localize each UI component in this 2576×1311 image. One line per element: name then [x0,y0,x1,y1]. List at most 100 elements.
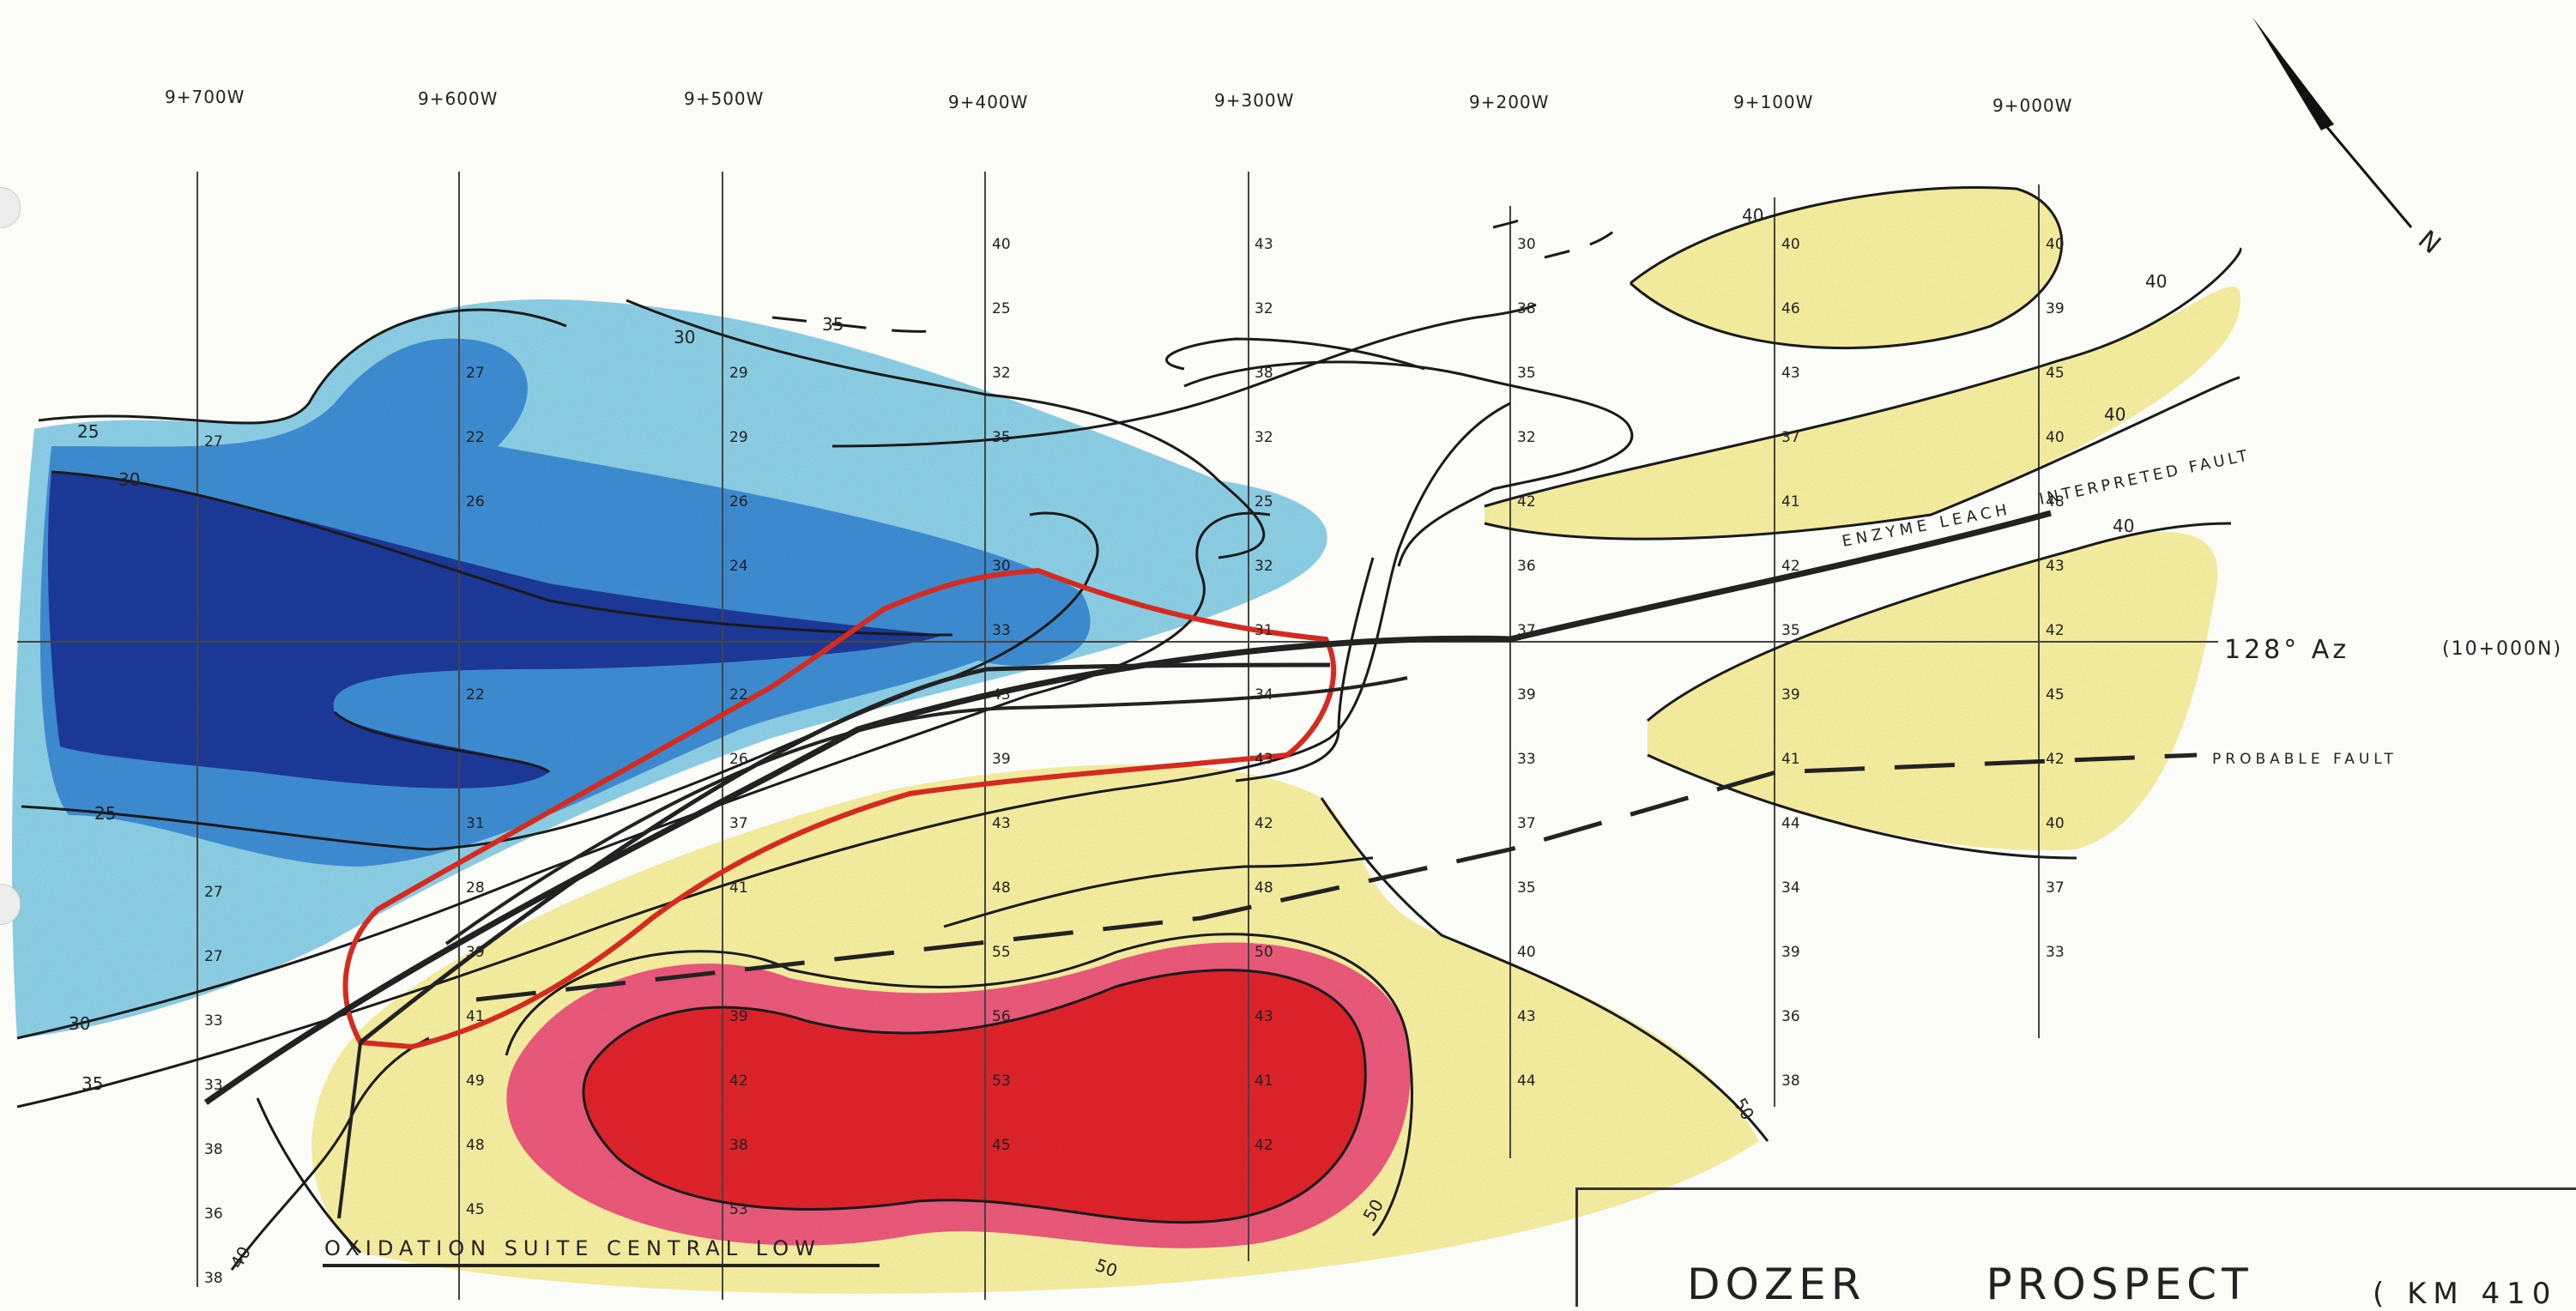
sample-value: 32 [992,365,1011,382]
station-label-9100w: 9+100W [1733,92,1813,112]
map-title: DOZER PROSPECT [1687,1260,2373,1309]
contour-label: 30 [69,1013,90,1034]
sample-value: 43 [1781,365,1800,382]
sample-value: 36 [204,1205,223,1223]
sample-value: 45 [992,1137,1011,1154]
interpreted-fault-line [203,510,2052,1105]
sample-value: 41 [1255,1072,1273,1090]
contour-label: 25 [94,803,116,824]
interpreted-fault-branch [359,662,1331,1044]
sample-value: 43 [1255,1008,1273,1025]
sample-value: 29 [729,429,748,446]
sample-value: 40 [1781,236,1800,253]
sample-value: 39 [992,751,1011,768]
title-word-1: DOZER [1687,1260,1866,1309]
contour-line [21,511,1099,851]
title-word-2: PROSPECT [1986,1260,2253,1309]
sample-value: 37 [1517,622,1536,639]
sample-value: 56 [992,1008,1011,1025]
north-label: N [2412,225,2446,260]
contour-line [1647,522,2232,722]
contour-line [38,308,567,425]
sample-value: 43 [2046,558,2065,575]
sample-value: 42 [2046,751,2065,768]
sample-value: 42 [1781,558,1800,575]
sample-value: 53 [729,1201,748,1218]
sample-value: 45 [2046,365,2065,382]
contour-label: 30 [118,469,140,490]
contour-line [1484,247,2242,508]
contour-line [16,402,1511,1109]
sample-value: 26 [466,493,485,511]
contour-label: 40 [1742,205,1763,226]
sample-value: 40 [2046,815,2065,832]
sample-value: 48 [466,1137,485,1154]
sample-value: 42 [1255,1137,1273,1154]
probable-fault-label: PROBABLE FAULT [2212,751,2398,768]
sample-value: 24 [729,558,748,575]
interpreted-fault-spur [337,1042,362,1219]
sample-value: 48 [992,879,1011,897]
contour-line [1183,360,1634,567]
contour-line [1235,557,1375,782]
contour-line [943,856,1374,928]
sample-value: 43 [1255,751,1273,768]
sample-value: 49 [466,1072,485,1090]
yellow-zone-e1 [1485,287,2240,540]
sample-value: 27 [204,884,223,901]
station-label-9300w: 9+300W [1214,90,1294,111]
contour-line [831,303,1537,448]
sample-value: 22 [466,429,485,446]
sample-value: 39 [729,1008,748,1025]
contour-line [505,933,1413,1237]
contour-line [230,1036,430,1271]
sample-value: 39 [1781,944,1800,961]
contour-lines [16,186,2242,1271]
sample-value: 32 [1517,429,1536,446]
faults [203,510,2198,1219]
sample-value: 22 [466,686,485,704]
sample-value: 40 [2046,429,2065,446]
station-label-9500w: 9+500W [684,88,764,109]
sample-value: 44 [1781,815,1800,832]
sample-value: 40 [2046,236,2065,253]
sample-value: 43 [1517,1008,1536,1025]
map-title-sub: ( KM 410 [2373,1277,2558,1311]
sample-value: 25 [992,300,1011,317]
sample-value: 41 [1781,493,1800,511]
baseline-azimuth-label: 128° Az [2224,635,2349,665]
contour-line [16,511,1271,1040]
sample-value: 40 [992,236,1011,253]
sample-value: 39 [2046,300,2065,317]
contour-line [1484,376,2240,541]
sample-value: 41 [1781,751,1800,768]
sample-value: 34 [1255,686,1273,704]
station-label-9600w: 9+600W [418,88,498,109]
sample-values: 27 27 27 33 33 38 36 38 27 22 26 22 31 28 39 41 49 48 45 29… [204,236,2065,1287]
sample-value: 32 [1255,558,1273,575]
contour-line [256,1097,362,1254]
dark-blue-zone [47,472,944,788]
sample-value: 36 [1781,1008,1800,1025]
sample-value: 35 [1781,622,1800,639]
sample-value: 53 [992,1072,1011,1090]
sample-value: 45 [466,1201,485,1218]
sample-value: 38 [729,1137,748,1154]
baseline-station-label: (10+000N) [2442,638,2562,660]
sample-value: 28 [466,879,485,897]
sample-value: 22 [729,686,748,704]
sample-value: 42 [2046,622,2065,639]
fill-dark-blue [47,472,944,788]
probable-fault-line [475,752,2198,1002]
sample-value: 33 [2046,944,2065,961]
sample-value: 42 [1255,815,1273,832]
sample-value: 32 [1255,300,1273,317]
sample-value: 55 [992,944,1011,961]
sample-value: 35 [1517,879,1536,897]
sample-value: 33 [204,1012,223,1030]
interpreted-fault-branch [444,676,1408,945]
sample-value: 37 [2046,879,2065,897]
sample-value: 50 [1255,944,1273,961]
sample-value: 41 [729,879,748,897]
